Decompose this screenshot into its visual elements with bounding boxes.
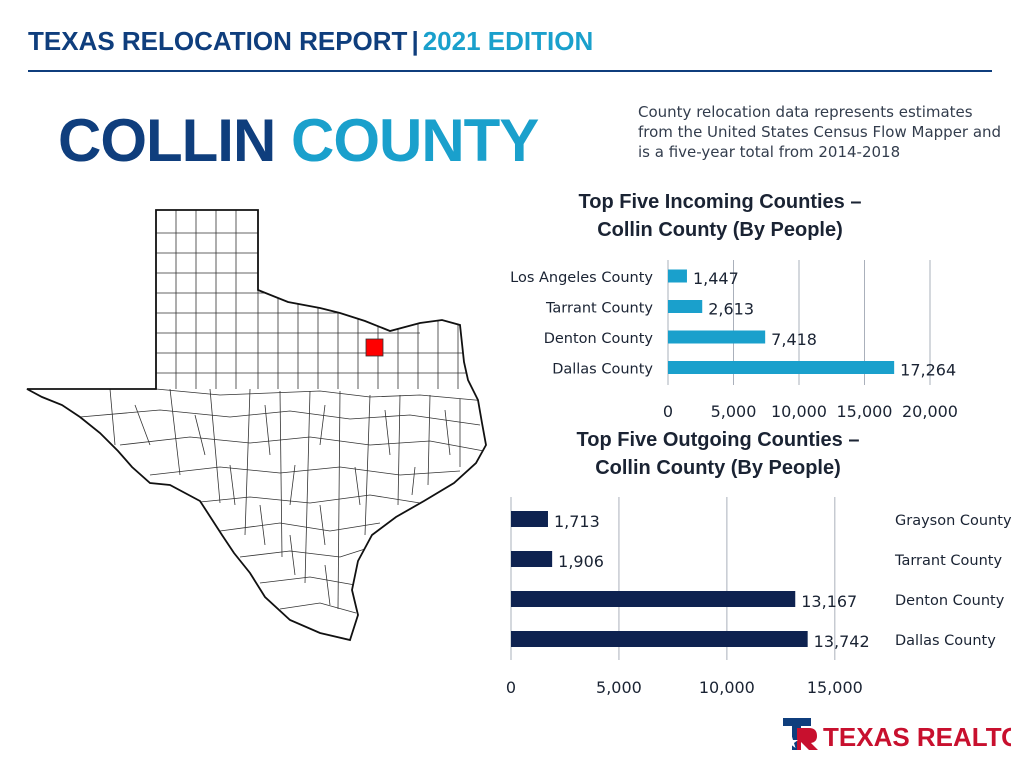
texas-outline — [26, 209, 487, 642]
county-title: COLLIN COUNTY — [58, 106, 539, 175]
logo-text: TEXAS REALTORS — [823, 722, 1011, 752]
report-title-separator: | — [411, 26, 419, 56]
report-title-edition: 2021 EDITION — [422, 26, 594, 56]
data-label: 13,742 — [814, 632, 870, 651]
category-label: Los Angeles County — [510, 270, 653, 286]
county-grid — [27, 210, 486, 614]
bar — [511, 591, 796, 607]
collin-county-highlight — [365, 338, 384, 357]
category-label: Tarrant County — [545, 301, 653, 317]
data-label: 1,906 — [558, 552, 604, 571]
bar — [511, 511, 548, 527]
x-tick-label: 10,000 — [699, 678, 755, 697]
data-label: 2,613 — [708, 300, 754, 319]
x-tick-label: 0 — [663, 402, 673, 421]
data-label: 13,167 — [801, 592, 857, 611]
category-label: Denton County — [544, 331, 654, 347]
outgoing-chart-title-line1: Top Five Outgoing Counties – — [576, 429, 860, 451]
bar — [668, 330, 766, 344]
header-divider — [28, 70, 992, 72]
bar — [668, 361, 895, 374]
incoming-chart-title: Top Five Incoming Counties – Collin Coun… — [570, 188, 870, 244]
county-title-word: COUNTY — [290, 107, 539, 174]
bar — [511, 551, 553, 567]
x-tick-label: 15,000 — [837, 402, 893, 421]
data-label: 7,418 — [771, 330, 817, 349]
texas-realtors-logo-mark: TEXAS REALTORS — [783, 718, 1024, 752]
bar — [511, 631, 808, 647]
x-tick-label: 0 — [506, 678, 516, 697]
data-source-note: County relocation data represents estima… — [638, 103, 1002, 161]
category-label: Dallas County — [895, 633, 996, 649]
x-tick-label: 10,000 — [771, 402, 827, 421]
data-label: 17,264 — [900, 361, 956, 380]
category-label: Dallas County — [552, 362, 653, 378]
category-label: Denton County — [895, 593, 1005, 609]
x-tick-label: 20,000 — [902, 402, 958, 421]
x-tick-label: 15,000 — [807, 678, 863, 697]
outgoing-bar-chart: 0 5,000 10,000 15,000 1,713 Grayson County 1,9… — [506, 497, 1012, 697]
bar — [668, 269, 687, 283]
data-label: 1,713 — [554, 512, 600, 531]
category-label: Tarrant County — [894, 553, 1002, 569]
x-tick-label: 5,000 — [711, 402, 757, 421]
report-title: TEXAS RELOCATION REPORT | 2021 EDITION — [28, 26, 593, 57]
incoming-chart-title-line2: Collin County (By People) — [597, 219, 843, 241]
county-title-name: COLLIN — [58, 107, 276, 174]
texas-county-map — [26, 209, 487, 642]
data-label: 1,447 — [693, 269, 739, 288]
incoming-chart-title-line1: Top Five Incoming Counties – — [578, 191, 862, 213]
outgoing-chart-title-line2: Collin County (By People) — [595, 457, 841, 479]
category-label: Grayson County — [895, 513, 1012, 529]
bar — [668, 300, 703, 313]
texas-realtors-logo: TEXAS REALTORS — [781, 714, 1024, 759]
x-tick-label: 5,000 — [596, 678, 642, 697]
report-title-main: TEXAS RELOCATION REPORT — [28, 26, 408, 56]
outgoing-chart-title: Top Five Outgoing Counties – Collin Coun… — [568, 426, 868, 482]
incoming-bar-chart: 0 5,000 10,000 15,000 20,000 1,447 Los Angeles… — [510, 260, 958, 421]
